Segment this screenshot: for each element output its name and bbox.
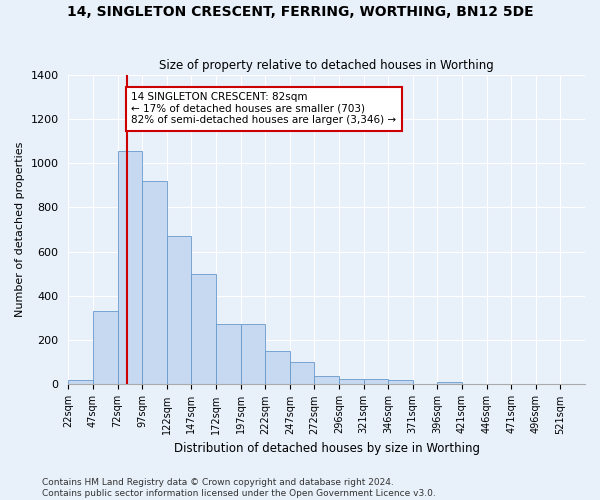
- X-axis label: Distribution of detached houses by size in Worthing: Distribution of detached houses by size …: [174, 442, 480, 455]
- Text: 14, SINGLETON CRESCENT, FERRING, WORTHING, BN12 5DE: 14, SINGLETON CRESCENT, FERRING, WORTHIN…: [67, 5, 533, 19]
- Bar: [191, 274, 216, 384]
- Bar: [388, 380, 413, 384]
- Bar: [364, 379, 388, 384]
- Text: 14 SINGLETON CRESCENT: 82sqm
← 17% of detached houses are smaller (703)
82% of s: 14 SINGLETON CRESCENT: 82sqm ← 17% of de…: [131, 92, 397, 126]
- Bar: [290, 362, 314, 384]
- Bar: [241, 324, 265, 384]
- Bar: [437, 382, 462, 384]
- Bar: [93, 312, 118, 384]
- Bar: [167, 236, 191, 384]
- Bar: [339, 379, 364, 384]
- Bar: [142, 181, 167, 384]
- Title: Size of property relative to detached houses in Worthing: Size of property relative to detached ho…: [160, 59, 494, 72]
- Bar: [216, 324, 241, 384]
- Text: Contains HM Land Registry data © Crown copyright and database right 2024.
Contai: Contains HM Land Registry data © Crown c…: [42, 478, 436, 498]
- Y-axis label: Number of detached properties: Number of detached properties: [15, 142, 25, 317]
- Bar: [265, 351, 290, 384]
- Bar: [68, 380, 93, 384]
- Bar: [118, 151, 142, 384]
- Bar: [314, 376, 339, 384]
